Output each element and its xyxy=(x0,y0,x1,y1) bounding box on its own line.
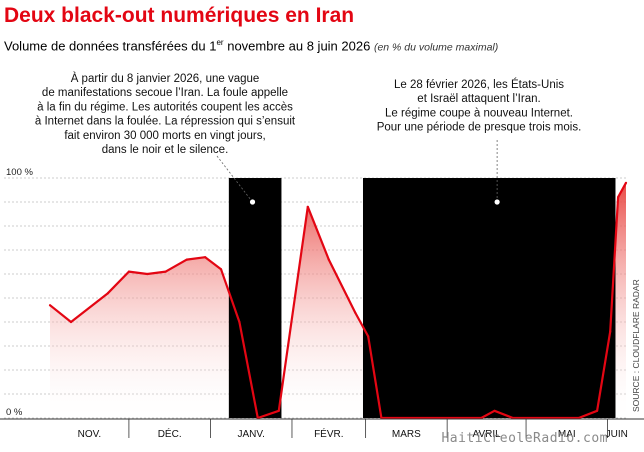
month-label: JUIN xyxy=(606,429,628,440)
month-label: MARS xyxy=(392,429,421,440)
subtitle-superscript: er xyxy=(216,38,224,47)
blackout-period xyxy=(228,178,282,418)
y-tick-label: 0 % xyxy=(6,407,23,418)
annotation-text: dans le noir et le silence. xyxy=(102,144,229,156)
annotation-text: Le régime coupe à nouveau Internet. xyxy=(385,107,573,119)
data-point xyxy=(617,196,620,199)
chart-title: Deux black-out numériques en Iran xyxy=(4,4,355,27)
subtitle-main: Volume de données transférées du 1 xyxy=(4,38,217,54)
subtitle-note: (en % du volume maximal) xyxy=(373,41,499,54)
data-point xyxy=(185,258,188,261)
annotation-text: Le 28 février 2026, les États-Unis xyxy=(394,78,564,91)
data-point xyxy=(48,304,52,307)
month-label: NOV. xyxy=(78,429,102,440)
annotation-text: À partir du 8 janvier 2026, une vague xyxy=(71,72,260,85)
y-tick-label: 100 % xyxy=(6,167,33,178)
annotation-text: Pour une période de presque trois mois. xyxy=(377,122,582,134)
month-label: DÉC. xyxy=(158,427,182,440)
annotation-leader xyxy=(216,155,253,203)
data-point xyxy=(146,272,149,276)
annotation-text: et Israël attaquent l’Iran. xyxy=(417,93,540,105)
blackout-period xyxy=(362,178,616,418)
chart-subtitle: Volume de données transférées du 1er nov… xyxy=(4,38,498,53)
data-point xyxy=(596,409,599,412)
data-point xyxy=(327,258,330,261)
data-point xyxy=(204,256,207,259)
data-point xyxy=(354,311,357,314)
data-point xyxy=(164,270,167,273)
series-area xyxy=(50,182,626,418)
month-label: AVRIL xyxy=(473,429,502,440)
data-point xyxy=(219,268,223,271)
data-point xyxy=(127,270,130,273)
annotation-text: à Internet dans la foulée. La répression… xyxy=(35,116,296,128)
data-point xyxy=(493,409,496,412)
source-label: SOURCE : CLOUDFLARE RADAR xyxy=(631,279,641,412)
month-label: JANV. xyxy=(237,429,264,440)
data-point xyxy=(238,320,241,324)
annotation-marker xyxy=(249,199,256,205)
data-point xyxy=(106,292,109,295)
subtitle-main-end: novembre au 8 juin 2026 xyxy=(223,38,371,54)
data-point xyxy=(277,409,280,412)
annotation-marker xyxy=(494,199,500,205)
annotation-text: de manifestations secoue l’Iran. La foul… xyxy=(42,87,288,99)
month-label: FÉVR. xyxy=(314,427,343,440)
month-label: MAI xyxy=(558,429,576,440)
watermark: HaitiCreoleRadio.com xyxy=(441,431,608,446)
data-point xyxy=(624,181,628,184)
annotation-text: fait environ 30 000 morts en vingt jours… xyxy=(64,130,265,142)
data-point xyxy=(306,205,309,208)
data-point xyxy=(367,335,370,338)
data-point xyxy=(609,330,612,333)
annotation-text: à la fin du régime. Les autorités coupen… xyxy=(37,101,293,113)
data-point xyxy=(69,320,73,324)
